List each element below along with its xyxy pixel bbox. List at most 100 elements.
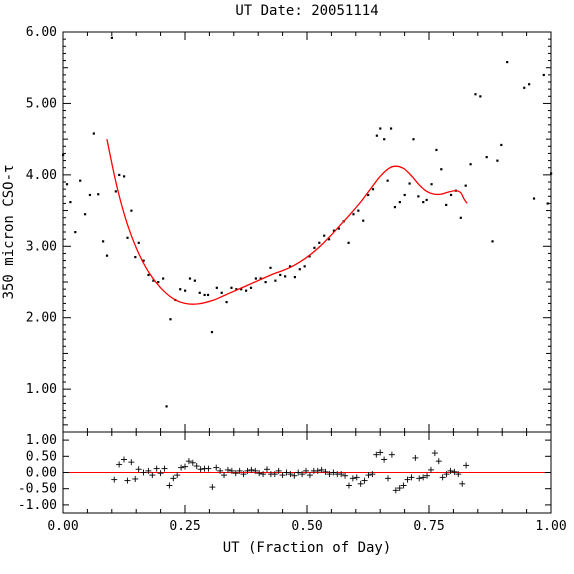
residual-point (236, 467, 243, 474)
data-point (506, 61, 509, 64)
data-point (288, 265, 292, 268)
data-point (188, 277, 192, 280)
data-point (259, 277, 262, 280)
residual-y-tick-label: 1.00 (26, 433, 57, 448)
residual-point (404, 476, 411, 483)
residual-point (140, 469, 147, 476)
residual-point (427, 466, 434, 473)
residual-point (435, 458, 442, 465)
residual-point (209, 484, 216, 491)
data-point (383, 138, 386, 141)
residual-point (322, 468, 329, 475)
residual-point (149, 472, 156, 479)
residual-point (385, 475, 392, 482)
data-point (546, 202, 549, 205)
residual-point (373, 451, 380, 458)
data-point (69, 201, 72, 204)
data-point (134, 256, 137, 259)
residual-panel: 1.000.500.00-0.50-1.00 0.00 0.25 0.50 0.75 1… (18, 431, 567, 534)
data-point (210, 331, 214, 334)
data-point (114, 190, 117, 193)
residual-point (240, 471, 247, 478)
main-y-tick-label: 6.00 (26, 25, 57, 40)
residual-point (124, 477, 131, 484)
data-point (298, 268, 301, 271)
data-point (206, 293, 210, 297)
data-point (485, 156, 488, 159)
residual-point (408, 474, 415, 481)
residual-y-tick-label: -0.50 (18, 482, 57, 497)
data-point (123, 175, 126, 178)
data-point (88, 193, 92, 197)
residual-point (349, 475, 356, 482)
data-point (83, 213, 87, 216)
residual-point (416, 475, 423, 482)
residual-point (275, 467, 282, 474)
residual-point (353, 474, 360, 481)
residual-point (135, 466, 142, 473)
residual-point (424, 472, 431, 479)
data-point (332, 229, 336, 232)
residual-point (260, 471, 267, 478)
data-point (491, 240, 494, 243)
y-axis-title: 350 micron CSO-τ (1, 165, 17, 300)
data-point (240, 288, 243, 291)
data-point (269, 266, 272, 269)
residual-point (193, 463, 200, 470)
data-point (417, 195, 420, 198)
residual-point (400, 482, 407, 489)
residual-point (197, 466, 204, 473)
data-point (74, 231, 77, 234)
residual-point (217, 467, 224, 474)
residual-point (412, 454, 419, 461)
residual-point (263, 466, 270, 473)
residual-point (459, 480, 466, 487)
data-point (193, 279, 196, 282)
residual-point (388, 451, 395, 458)
residual-point (361, 477, 368, 484)
residual-point (271, 471, 278, 478)
data-point (225, 301, 228, 304)
data-point (308, 255, 311, 258)
data-point (375, 134, 378, 137)
x-axis-title: UT (Fraction of Day) (223, 540, 392, 556)
data-point (371, 188, 375, 191)
residual-point (447, 467, 454, 474)
main-x-axis-ticks (62, 32, 552, 432)
data-point (264, 281, 267, 284)
data-point (293, 276, 296, 279)
residual-point (295, 469, 302, 476)
data-point (408, 182, 411, 185)
residual-point (345, 482, 352, 489)
data-point (398, 201, 401, 204)
main-plot-frame (62, 31, 552, 433)
data-point (389, 127, 393, 130)
data-point (403, 193, 406, 197)
data-point (126, 236, 129, 239)
residual-point (392, 487, 399, 494)
residual-point (431, 450, 438, 457)
main-y-axis: 1.00 2.00 3.00 4.00 5.00 6.00 (26, 25, 551, 426)
data-point (203, 293, 206, 297)
residual-point (279, 472, 286, 479)
x-tick-label: 0.75 (413, 519, 444, 534)
data-point (469, 163, 472, 166)
data-point (412, 138, 415, 141)
residual-y-axis: 1.000.50 0.00-0.50-1.00 (18, 433, 551, 513)
residual-point (174, 472, 181, 479)
data-point (386, 179, 389, 182)
data-point (102, 240, 105, 243)
data-point (130, 209, 133, 212)
residual-point (256, 470, 263, 477)
residual-point (377, 449, 384, 456)
x-axis: 0.00 0.25 0.50 0.75 1.00 (47, 432, 567, 534)
data-point (118, 173, 121, 177)
main-y-tick-label: 5.00 (26, 96, 57, 111)
data-point (179, 288, 182, 291)
main-y-tick-label: 2.00 (26, 311, 57, 326)
data-point (303, 265, 306, 268)
data-point (337, 227, 340, 230)
data-point (357, 209, 360, 212)
residual-y-tick-label: -1.00 (18, 498, 57, 513)
